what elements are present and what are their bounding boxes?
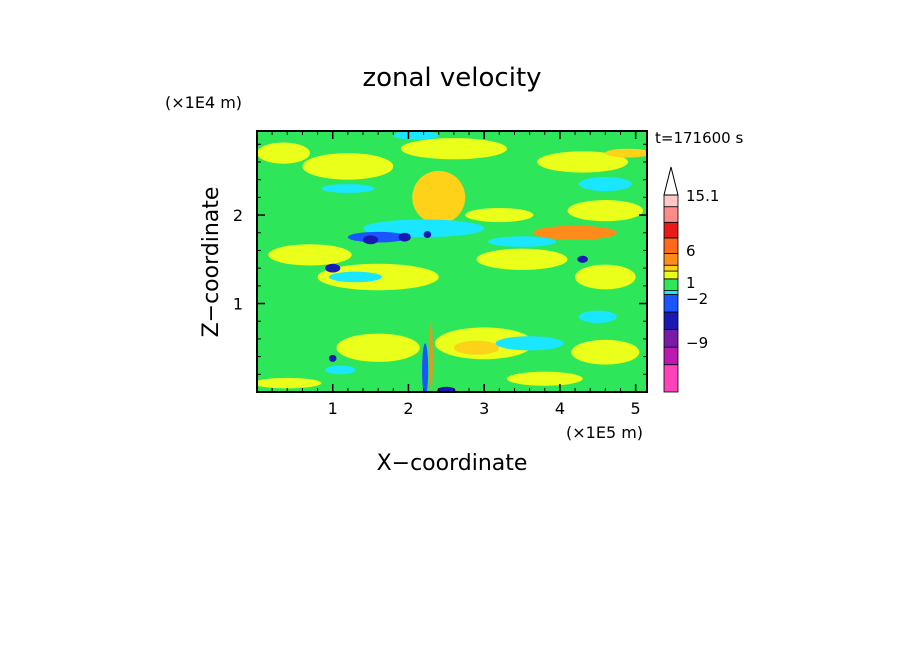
colorbar-label: 15.1 bbox=[686, 187, 719, 205]
contour-region bbox=[567, 200, 644, 222]
contour-region bbox=[453, 340, 500, 355]
y-tick-label: 2 bbox=[233, 206, 243, 225]
colorbar-swatch bbox=[663, 329, 679, 348]
contour-region bbox=[578, 310, 617, 323]
contour-region bbox=[257, 377, 322, 389]
colorbar-swatch bbox=[663, 346, 679, 366]
y-tick-label: 1 bbox=[233, 295, 243, 314]
colorbar-swatch bbox=[663, 221, 679, 239]
contour-field bbox=[257, 131, 647, 392]
x-tick-label: 1 bbox=[328, 399, 338, 418]
x-axis-ticks: 1 2 3 4 5 bbox=[271, 131, 641, 418]
x-unit-label: (×1E5 m) bbox=[566, 423, 643, 442]
x-tick-label: 5 bbox=[631, 399, 641, 418]
colorbar-swatch bbox=[663, 270, 679, 280]
colorbar-swatch bbox=[663, 311, 679, 330]
colorbar-swatch bbox=[663, 294, 679, 313]
colorbar-label: 6 bbox=[686, 242, 696, 260]
colorbar-extend-arrow bbox=[663, 166, 679, 196]
x-tick-label: 3 bbox=[479, 399, 489, 418]
contour-region bbox=[429, 321, 433, 392]
contour-region bbox=[321, 184, 375, 193]
contour-region bbox=[437, 386, 456, 392]
y-axis-title: Z−coordinate bbox=[199, 187, 224, 338]
contour-region bbox=[465, 207, 534, 223]
colorbar-label: 1 bbox=[686, 274, 696, 292]
contour-region bbox=[257, 142, 311, 164]
contour-region bbox=[400, 138, 507, 160]
contour-region bbox=[533, 225, 617, 240]
y-unit-label: (×1E4 m) bbox=[165, 93, 242, 112]
colorbar-swatch bbox=[663, 253, 679, 266]
contour-region bbox=[422, 343, 429, 392]
contour-region bbox=[537, 151, 629, 173]
contour-region bbox=[577, 255, 588, 263]
colorbar-swatch bbox=[663, 290, 679, 295]
colorbar: −9 −21 6 15.1 bbox=[663, 166, 719, 393]
colorbar-swatch bbox=[663, 364, 679, 393]
contour-region bbox=[487, 236, 557, 247]
colorbar-swatch bbox=[663, 194, 679, 208]
contour-region bbox=[506, 371, 583, 386]
contour-region bbox=[423, 230, 432, 239]
contour-region bbox=[476, 248, 568, 270]
contour-region bbox=[575, 264, 636, 290]
x-tick-label: 4 bbox=[555, 399, 565, 418]
x-axis-title: X−coordinate bbox=[377, 451, 528, 476]
contour-region bbox=[571, 339, 640, 365]
contour-region bbox=[325, 365, 356, 375]
contour-region bbox=[302, 153, 394, 180]
time-label: t=171600 s bbox=[655, 129, 743, 147]
colorbar-swatch bbox=[663, 264, 679, 272]
contour-region bbox=[328, 354, 337, 362]
contour-region bbox=[268, 244, 352, 266]
contour-region bbox=[412, 170, 466, 224]
chart-title: zonal velocity bbox=[362, 63, 541, 93]
contour-region bbox=[495, 336, 564, 351]
contour-region bbox=[336, 333, 420, 362]
y-axis-ticks: 12 bbox=[233, 143, 647, 375]
colorbar-label: −2 bbox=[686, 290, 708, 308]
colorbar-swatch bbox=[663, 278, 679, 291]
contour-region bbox=[393, 131, 439, 140]
x-tick-label: 2 bbox=[403, 399, 413, 418]
colorbar-swatch bbox=[663, 237, 679, 254]
colorbar-swatch bbox=[663, 206, 679, 223]
contour-region bbox=[578, 177, 632, 192]
contour-region bbox=[363, 235, 379, 245]
contour-region bbox=[328, 271, 382, 283]
colorbar-label: −9 bbox=[686, 334, 708, 352]
contour-region bbox=[605, 148, 647, 158]
contour-region bbox=[398, 232, 411, 242]
plot-frame bbox=[256, 130, 648, 393]
contour-region bbox=[325, 263, 341, 273]
